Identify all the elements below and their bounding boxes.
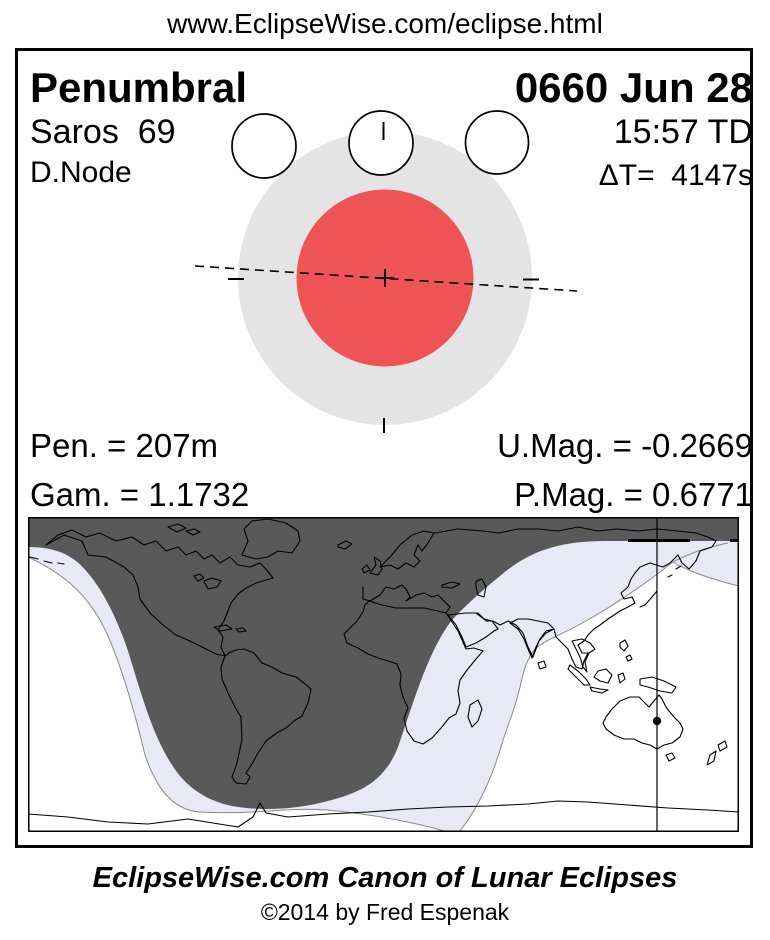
- page-url-text: www.EclipseWise.com/eclipse.html: [167, 8, 603, 39]
- canon-title: EclipseWise.com Canon of Lunar Eclipses: [92, 862, 678, 894]
- figure-border-frame: [15, 48, 753, 848]
- map-zone-not-visible: [28, 517, 739, 809]
- delta-t-label: ΔT= 4147s: [598, 159, 753, 192]
- sublunar-point-dot: [652, 716, 662, 726]
- map-border: [28, 517, 739, 832]
- penumbral-magnitude-stat: P.Mag. = 0.6771: [514, 476, 753, 513]
- moon-contact-circle-2: [348, 110, 414, 176]
- eclipse-date-label: 0660 Jun 28: [514, 64, 753, 111]
- time-td-label: 15:57 TD: [613, 113, 753, 151]
- copyright-line: ©2014 by Fred Espenak: [260, 899, 510, 925]
- ecliptic-dashed-line: [194, 265, 578, 292]
- saros-label: Saros 69: [30, 113, 176, 151]
- shadow-geometry-diagram: [194, 110, 578, 433]
- map-limit-curve-tail: [672, 542, 729, 563]
- map-coastlines: [28, 518, 739, 828]
- moon-contact-circle-1: [231, 113, 297, 179]
- node-label: D.Node: [30, 156, 132, 189]
- moon-contact-circle-3: [464, 110, 530, 175]
- umbral-magnitude-stat: U.Mag. = -0.2669: [497, 427, 753, 464]
- visibility-world-map: [28, 517, 739, 832]
- penumbral-duration-stat: Pen. = 207m: [30, 427, 219, 464]
- gamma-stat: Gam. = 1.1732: [30, 476, 250, 513]
- eclipse-type-label: Penumbral: [30, 64, 248, 111]
